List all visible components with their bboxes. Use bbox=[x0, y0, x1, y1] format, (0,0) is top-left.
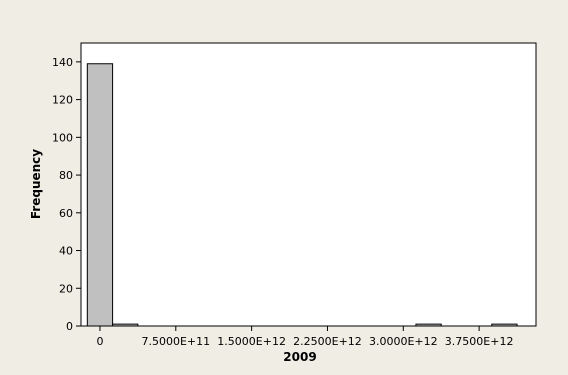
y-tick-label: 100 bbox=[52, 131, 73, 144]
y-tick-label: 20 bbox=[59, 282, 73, 295]
plot-area bbox=[80, 42, 537, 327]
x-tick-label: 1.5000E+12 bbox=[217, 335, 286, 348]
histogram-bar bbox=[491, 323, 518, 327]
x-tick-label: 3.0000E+12 bbox=[369, 335, 438, 348]
y-axis-label: Frequency bbox=[29, 149, 43, 219]
y-axis: 0 20 40 60 80 100 120 140 bbox=[52, 56, 81, 333]
x-tick-label: 2.2500E+12 bbox=[293, 335, 362, 348]
bars-group bbox=[86, 63, 518, 327]
x-tick-label: 3.7500E+12 bbox=[445, 335, 514, 348]
histogram-bar bbox=[86, 63, 114, 327]
histogram-bar bbox=[112, 323, 139, 327]
x-tick-label: 7.5000E+11 bbox=[141, 335, 210, 348]
y-tick-label: 60 bbox=[59, 207, 73, 220]
x-tick-label: 0 bbox=[96, 335, 103, 348]
y-tick-label: 120 bbox=[52, 94, 73, 107]
x-axis-label: 2009 bbox=[283, 350, 316, 364]
histogram-bar bbox=[415, 323, 442, 327]
x-axis: 0 7.5000E+11 1.5000E+12 2.2500E+12 3.0000E+1… bbox=[96, 326, 513, 348]
y-tick-label: 80 bbox=[59, 169, 73, 182]
y-tick-label: 40 bbox=[59, 245, 73, 258]
y-tick-label: 140 bbox=[52, 56, 73, 69]
y-tick-label: 0 bbox=[66, 320, 73, 333]
